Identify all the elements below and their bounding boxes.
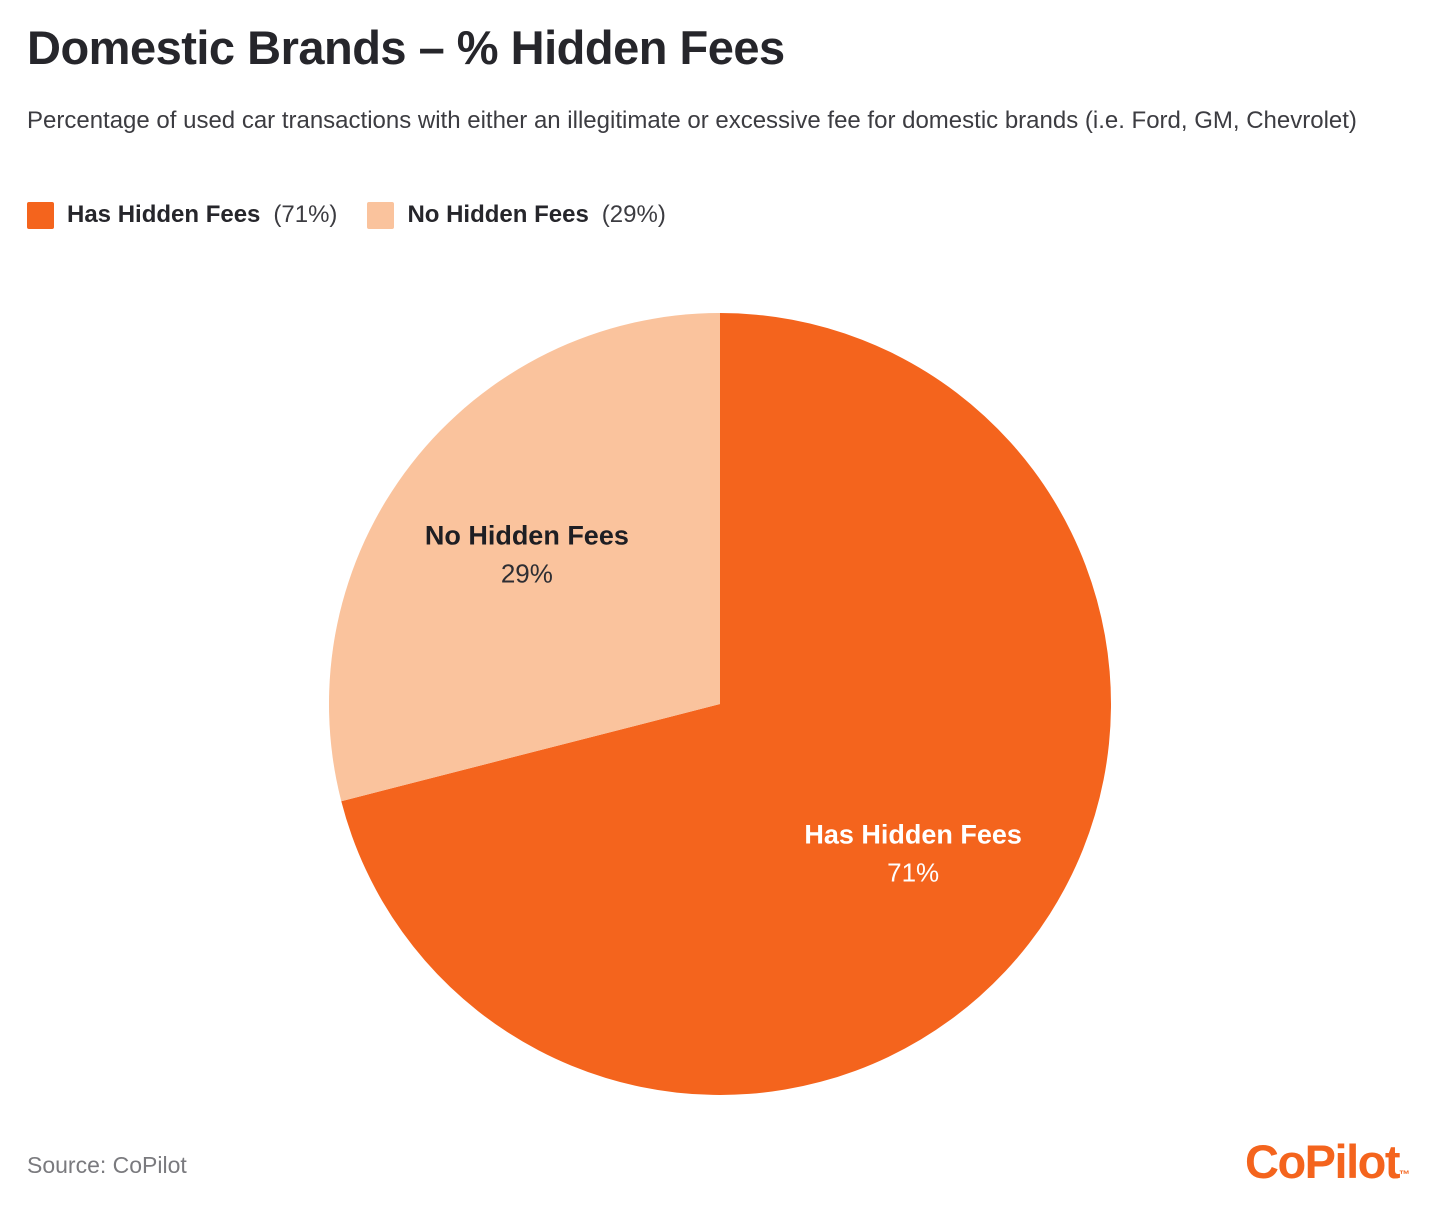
page-subtitle: Percentage of used car transactions with… (27, 107, 1357, 134)
legend-swatch-no-hidden-fees (367, 201, 395, 229)
legend-value: (71%) (273, 201, 338, 228)
legend-label: Has Hidden Fees (67, 201, 261, 228)
copilot-logo: CoPilot™ (1245, 1135, 1410, 1188)
pie-chart-svg (329, 313, 1111, 1095)
legend-item-has-hidden-fees: Has Hidden Fees (71%) (27, 201, 337, 229)
legend-label: No Hidden Fees (407, 201, 589, 228)
legend-value: (29%) (601, 201, 666, 228)
pie-slice-no-hidden-fees (329, 313, 720, 802)
source-credit: Source: CoPilot (27, 1152, 187, 1178)
pie-chart: No Hidden Fees 29% Has Hidden Fees 71% (329, 313, 1111, 1095)
pie-slice-has-hidden-fees (341, 313, 1111, 1095)
chart-legend: Has Hidden Fees (71%) No Hidden Fees (29… (27, 201, 666, 229)
legend-item-no-hidden-fees: No Hidden Fees (29%) (367, 201, 666, 229)
page-title: Domestic Brands – % Hidden Fees (27, 21, 785, 74)
legend-swatch-has-hidden-fees (27, 201, 54, 229)
trademark-symbol: ™ (1399, 1169, 1410, 1181)
